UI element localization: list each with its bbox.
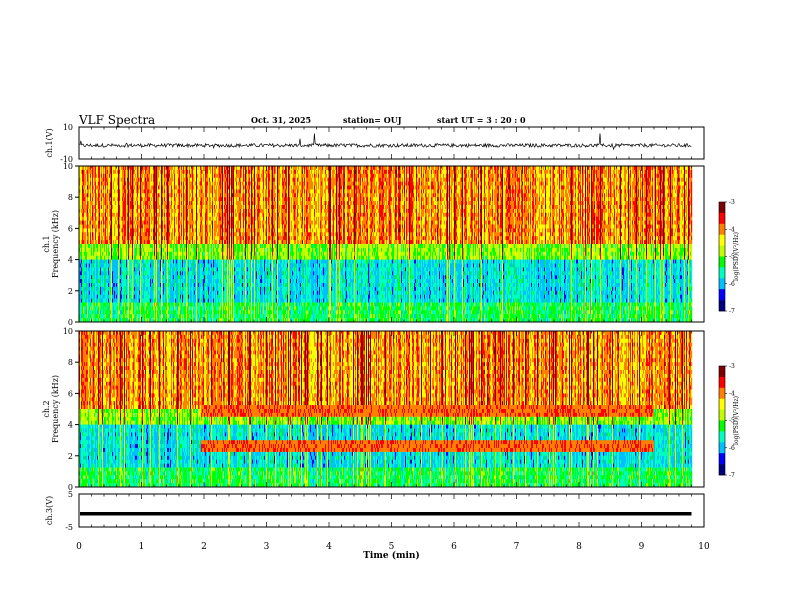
y-tick-label: 10 [63,123,73,132]
chart-title: VLF Spectra [79,113,155,127]
y-tick-label: 6 [68,389,73,398]
colorbar-tick-label: -3 [729,363,735,370]
y-tick-label: 10 [63,162,73,171]
colorbar-tick-label: -7 [729,472,735,479]
y-tick-label: 10 [63,327,73,336]
x-tick-label: 10 [698,542,710,552]
y-tick-label: 8 [68,193,73,202]
ch2-spectrogram [79,331,693,488]
ch1-waveform-frame [78,126,705,160]
y-tick-label: 8 [68,358,73,367]
y-tick-label: 6 [68,224,73,233]
header-station: station= OUJ [343,115,402,125]
colorbar-label: log(PSD)(V²/Hz) [733,396,740,445]
x-tick-label: 2 [201,542,207,552]
y-tick-label: 2 [68,287,73,296]
x-tick-label: 0 [76,542,82,552]
y-axis-label-frequency: Frequency (kHz) [51,375,60,443]
colorbar-label: log(PSD)(V²/Hz) [733,232,740,281]
colorbar-tick-label: -4 [729,226,735,233]
x-axis-label: Time (min) [363,550,420,561]
x-tick-label: 3 [264,542,270,552]
y-axis-label-channel: ch.1 [42,235,51,252]
y-tick-label: -10 [60,155,73,164]
y-tick-label: 2 [68,452,73,461]
y-axis-label-frequency: Frequency (kHz) [51,210,60,278]
header-date: Oct. 31, 2025 [251,115,311,125]
ch1-waveform-trace [79,133,692,151]
x-tick-label: 5 [389,542,395,552]
y-axis-label: ch.3(V) [45,496,54,525]
colorbar-tick-label: -3 [729,199,735,206]
y-tick-label: 4 [68,421,73,430]
colorbar-tick-label: -6 [729,281,735,288]
y-tick-label: 4 [68,256,73,265]
colorbar-tick-label: -4 [729,390,735,397]
colorbar-tick-label: -7 [729,308,735,315]
header-start-time: start UT = 3 : 20 : 0 [437,115,526,125]
colorbar: -3 -4 -5 -6 -7 log(PSD)(V²/Hz) [718,363,740,479]
x-tick-label: 7 [514,542,520,552]
y-axis-label: ch.1(V) [45,128,54,157]
y-tick-label: 5 [68,490,73,499]
colorbar-tick-label: -5 [729,254,735,261]
x-tick-label: 9 [639,542,645,552]
x-tick-label: 1 [139,542,145,552]
colorbar: -3 -4 -5 -6 -7 log(PSD)(V²/Hz) [718,199,740,315]
y-axis-label-channel: ch.2 [42,400,51,417]
x-tick-label: 8 [576,542,582,552]
colorbar-tick-label: -6 [729,445,735,452]
y-tick-label: -5 [65,523,73,532]
y-tick-label: 0 [68,318,73,327]
x-tick-label: 4 [326,542,332,552]
x-tick-label: 6 [451,542,457,552]
y-tick-label: 0 [68,483,73,492]
ch1-spectrogram [79,166,693,323]
colorbar-tick-label: -5 [729,418,735,425]
